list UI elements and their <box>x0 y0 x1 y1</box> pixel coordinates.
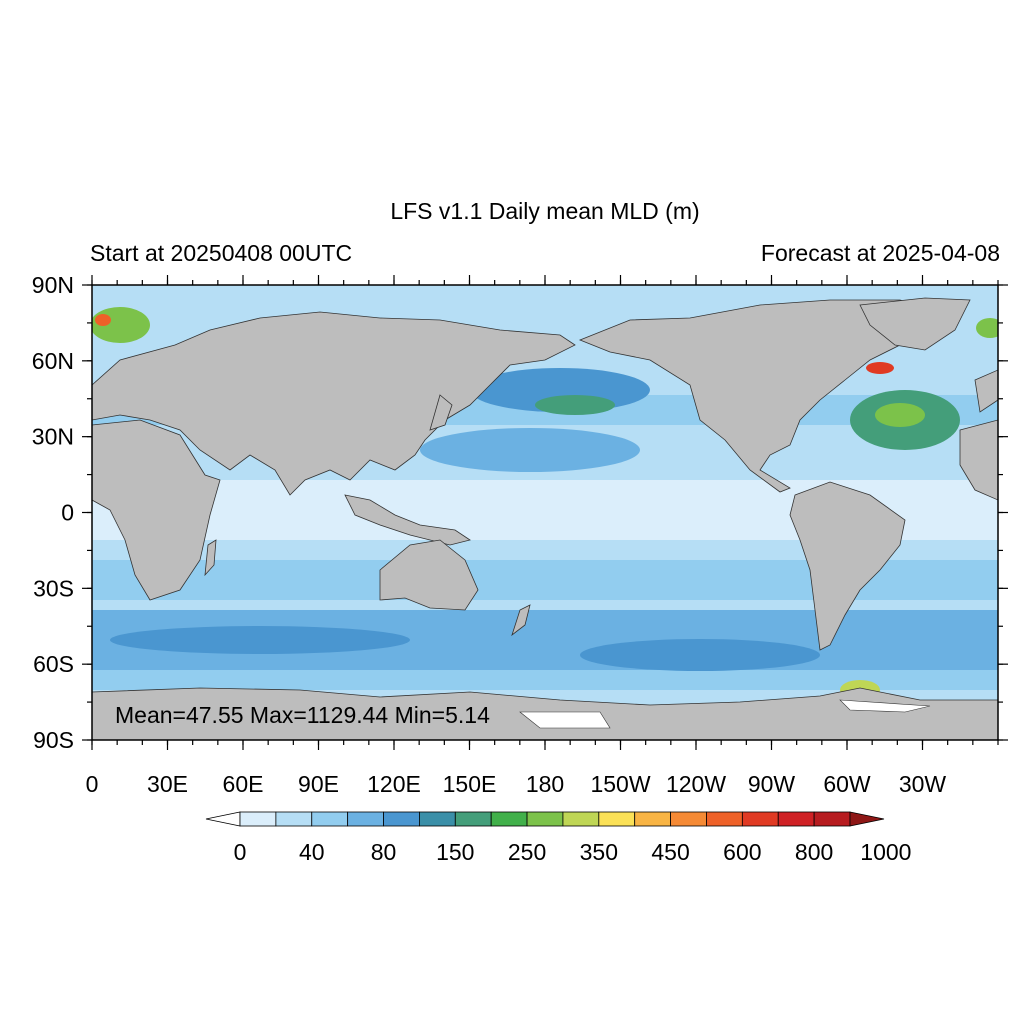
lon-label: 30E <box>147 771 188 797</box>
lat-label: 60S <box>33 651 74 677</box>
colorbar-box <box>419 811 456 827</box>
colorbar-label: 40 <box>299 839 325 865</box>
landmass-north-america <box>578 299 936 493</box>
lat-label: 60N <box>32 348 74 374</box>
colorbar-label: 800 <box>795 839 833 865</box>
colorbar-box <box>347 811 384 827</box>
axis-ticks <box>82 275 1008 750</box>
colorbar-label: 250 <box>508 839 546 865</box>
lon-label: 90W <box>748 771 796 797</box>
ice-shelf <box>519 711 611 729</box>
colorbar-box <box>275 811 313 827</box>
landmass-japan <box>429 394 453 431</box>
colorbar-label: 600 <box>723 839 761 865</box>
landmass-south-america <box>789 481 906 651</box>
colorbar-box <box>562 811 600 827</box>
lon-label: 180 <box>526 771 564 797</box>
map-panel <box>92 285 998 740</box>
colorbar-box <box>706 811 743 827</box>
colorbar-box <box>383 811 420 827</box>
colorbar-under-triangle <box>205 811 241 827</box>
colorbar-labels: 0 40 80 150 250 350 450 600 800 1000 <box>234 839 912 865</box>
colorbar-label: 80 <box>371 839 397 865</box>
lat-label: 0 <box>61 500 74 526</box>
colorbar-label: 450 <box>651 839 689 865</box>
forecast-time-label: Forecast at 2025-04-08 <box>760 240 1000 266</box>
ocean-mld-field <box>92 307 998 700</box>
lon-label: 30W <box>899 771 947 797</box>
landmass-europe-east-edge <box>974 369 998 413</box>
stats-label: Mean=47.55 Max=1129.44 Min=5.14 <box>115 702 490 728</box>
lon-label: 120W <box>666 771 726 797</box>
colorbar-box <box>741 811 779 827</box>
colorbar-box <box>311 811 349 827</box>
lon-label: 150E <box>443 771 497 797</box>
landmass-africa <box>92 419 221 601</box>
colorbar-box <box>670 811 707 827</box>
colorbar-over-triangle <box>849 811 885 827</box>
colorbar-box <box>526 811 564 827</box>
lat-label: 90N <box>32 272 74 298</box>
map-title: LFS v1.1 Daily mean MLD (m) <box>390 198 700 224</box>
lon-label: 60E <box>223 771 264 797</box>
colorbar-label: 150 <box>436 839 474 865</box>
lat-label: 30N <box>32 424 74 450</box>
longitude-labels: 0 30E 60E 90E 120E 150E 180 150W 120W 90W 60W 30W <box>86 771 947 797</box>
colorbar-box <box>454 811 492 827</box>
landmass-australia <box>379 539 479 611</box>
start-time-label: Start at 20250408 00UTC <box>90 240 353 266</box>
lon-label: 90E <box>298 771 339 797</box>
lon-label: 60W <box>823 771 871 797</box>
colorbar-label: 1000 <box>860 839 911 865</box>
lon-label: 120E <box>367 771 421 797</box>
colorbar-box <box>239 811 277 827</box>
ice-shelf <box>839 699 931 713</box>
colorbar-box <box>777 811 815 827</box>
colorbar-box <box>598 811 636 827</box>
colorbar-label: 0 <box>234 839 247 865</box>
colorbar-box <box>813 811 851 827</box>
landmass-greenland <box>859 297 971 351</box>
colorbar-label: 350 <box>580 839 618 865</box>
lon-label: 0 <box>86 771 99 797</box>
latitude-labels: 90N 60N 30N 0 30S 60S 90S <box>32 272 74 753</box>
colorbar-box <box>490 811 528 827</box>
landmass-new-zealand <box>511 604 531 637</box>
lon-label: 150W <box>590 771 650 797</box>
lat-label: 30S <box>33 575 74 601</box>
lat-label: 90S <box>33 727 74 753</box>
landmass-madagascar <box>204 539 217 577</box>
colorbar <box>205 811 885 827</box>
colorbar-box <box>634 811 671 827</box>
landmass-africa-east-edge <box>959 419 998 501</box>
landmass-maritime-asia <box>344 494 471 546</box>
